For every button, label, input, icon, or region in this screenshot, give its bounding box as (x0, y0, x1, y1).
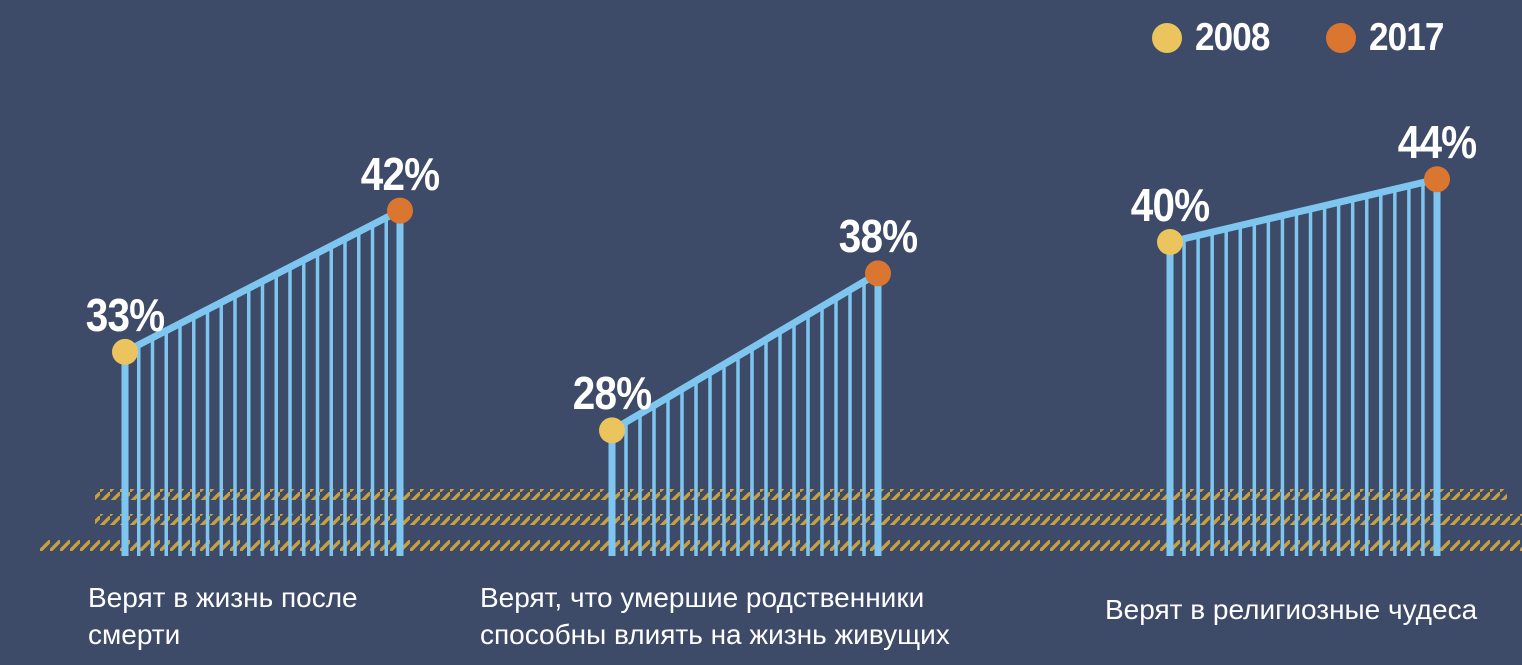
data-dot-2008-2 (1157, 229, 1183, 255)
legend-item-2008: 2008 (1152, 16, 1278, 60)
value-label-2017-0: 42% (360, 147, 440, 200)
category-label-2: Верят в религиозные чудеса (1105, 594, 1478, 625)
category-label-0: Верят в жизнь после смерти (88, 582, 358, 650)
data-dot-2017-1 (865, 260, 891, 287)
data-dot-2017-2 (1424, 166, 1450, 193)
value-label-2017-2: 44% (1397, 116, 1477, 169)
legend: 2008 2017 (1152, 16, 1452, 60)
data-dot-2017-0 (387, 197, 413, 224)
data-dot-2008-1 (599, 417, 625, 444)
legend-label-2008: 2008 (1195, 16, 1270, 59)
legend-dot-2017-icon (1326, 23, 1357, 53)
data-dot-2008-0 (112, 338, 138, 365)
value-label-2008-2: 40% (1130, 179, 1210, 231)
value-label-2017-1: 38% (838, 210, 918, 263)
legend-label-2017: 2017 (1369, 16, 1444, 59)
fence-chart-2 (1157, 166, 1450, 556)
legend-dot-2008-icon (1152, 23, 1183, 53)
fence-chart-0 (112, 197, 413, 556)
legend-item-2017: 2017 (1326, 16, 1452, 60)
ground-hatch-row-0 (95, 489, 1507, 500)
value-label-2008-1: 28% (572, 367, 652, 420)
value-label-2008-0: 33% (85, 288, 165, 341)
fence-chart-1 (599, 260, 891, 556)
category-label-1: Верят, что умершие родственники способны… (480, 582, 950, 650)
